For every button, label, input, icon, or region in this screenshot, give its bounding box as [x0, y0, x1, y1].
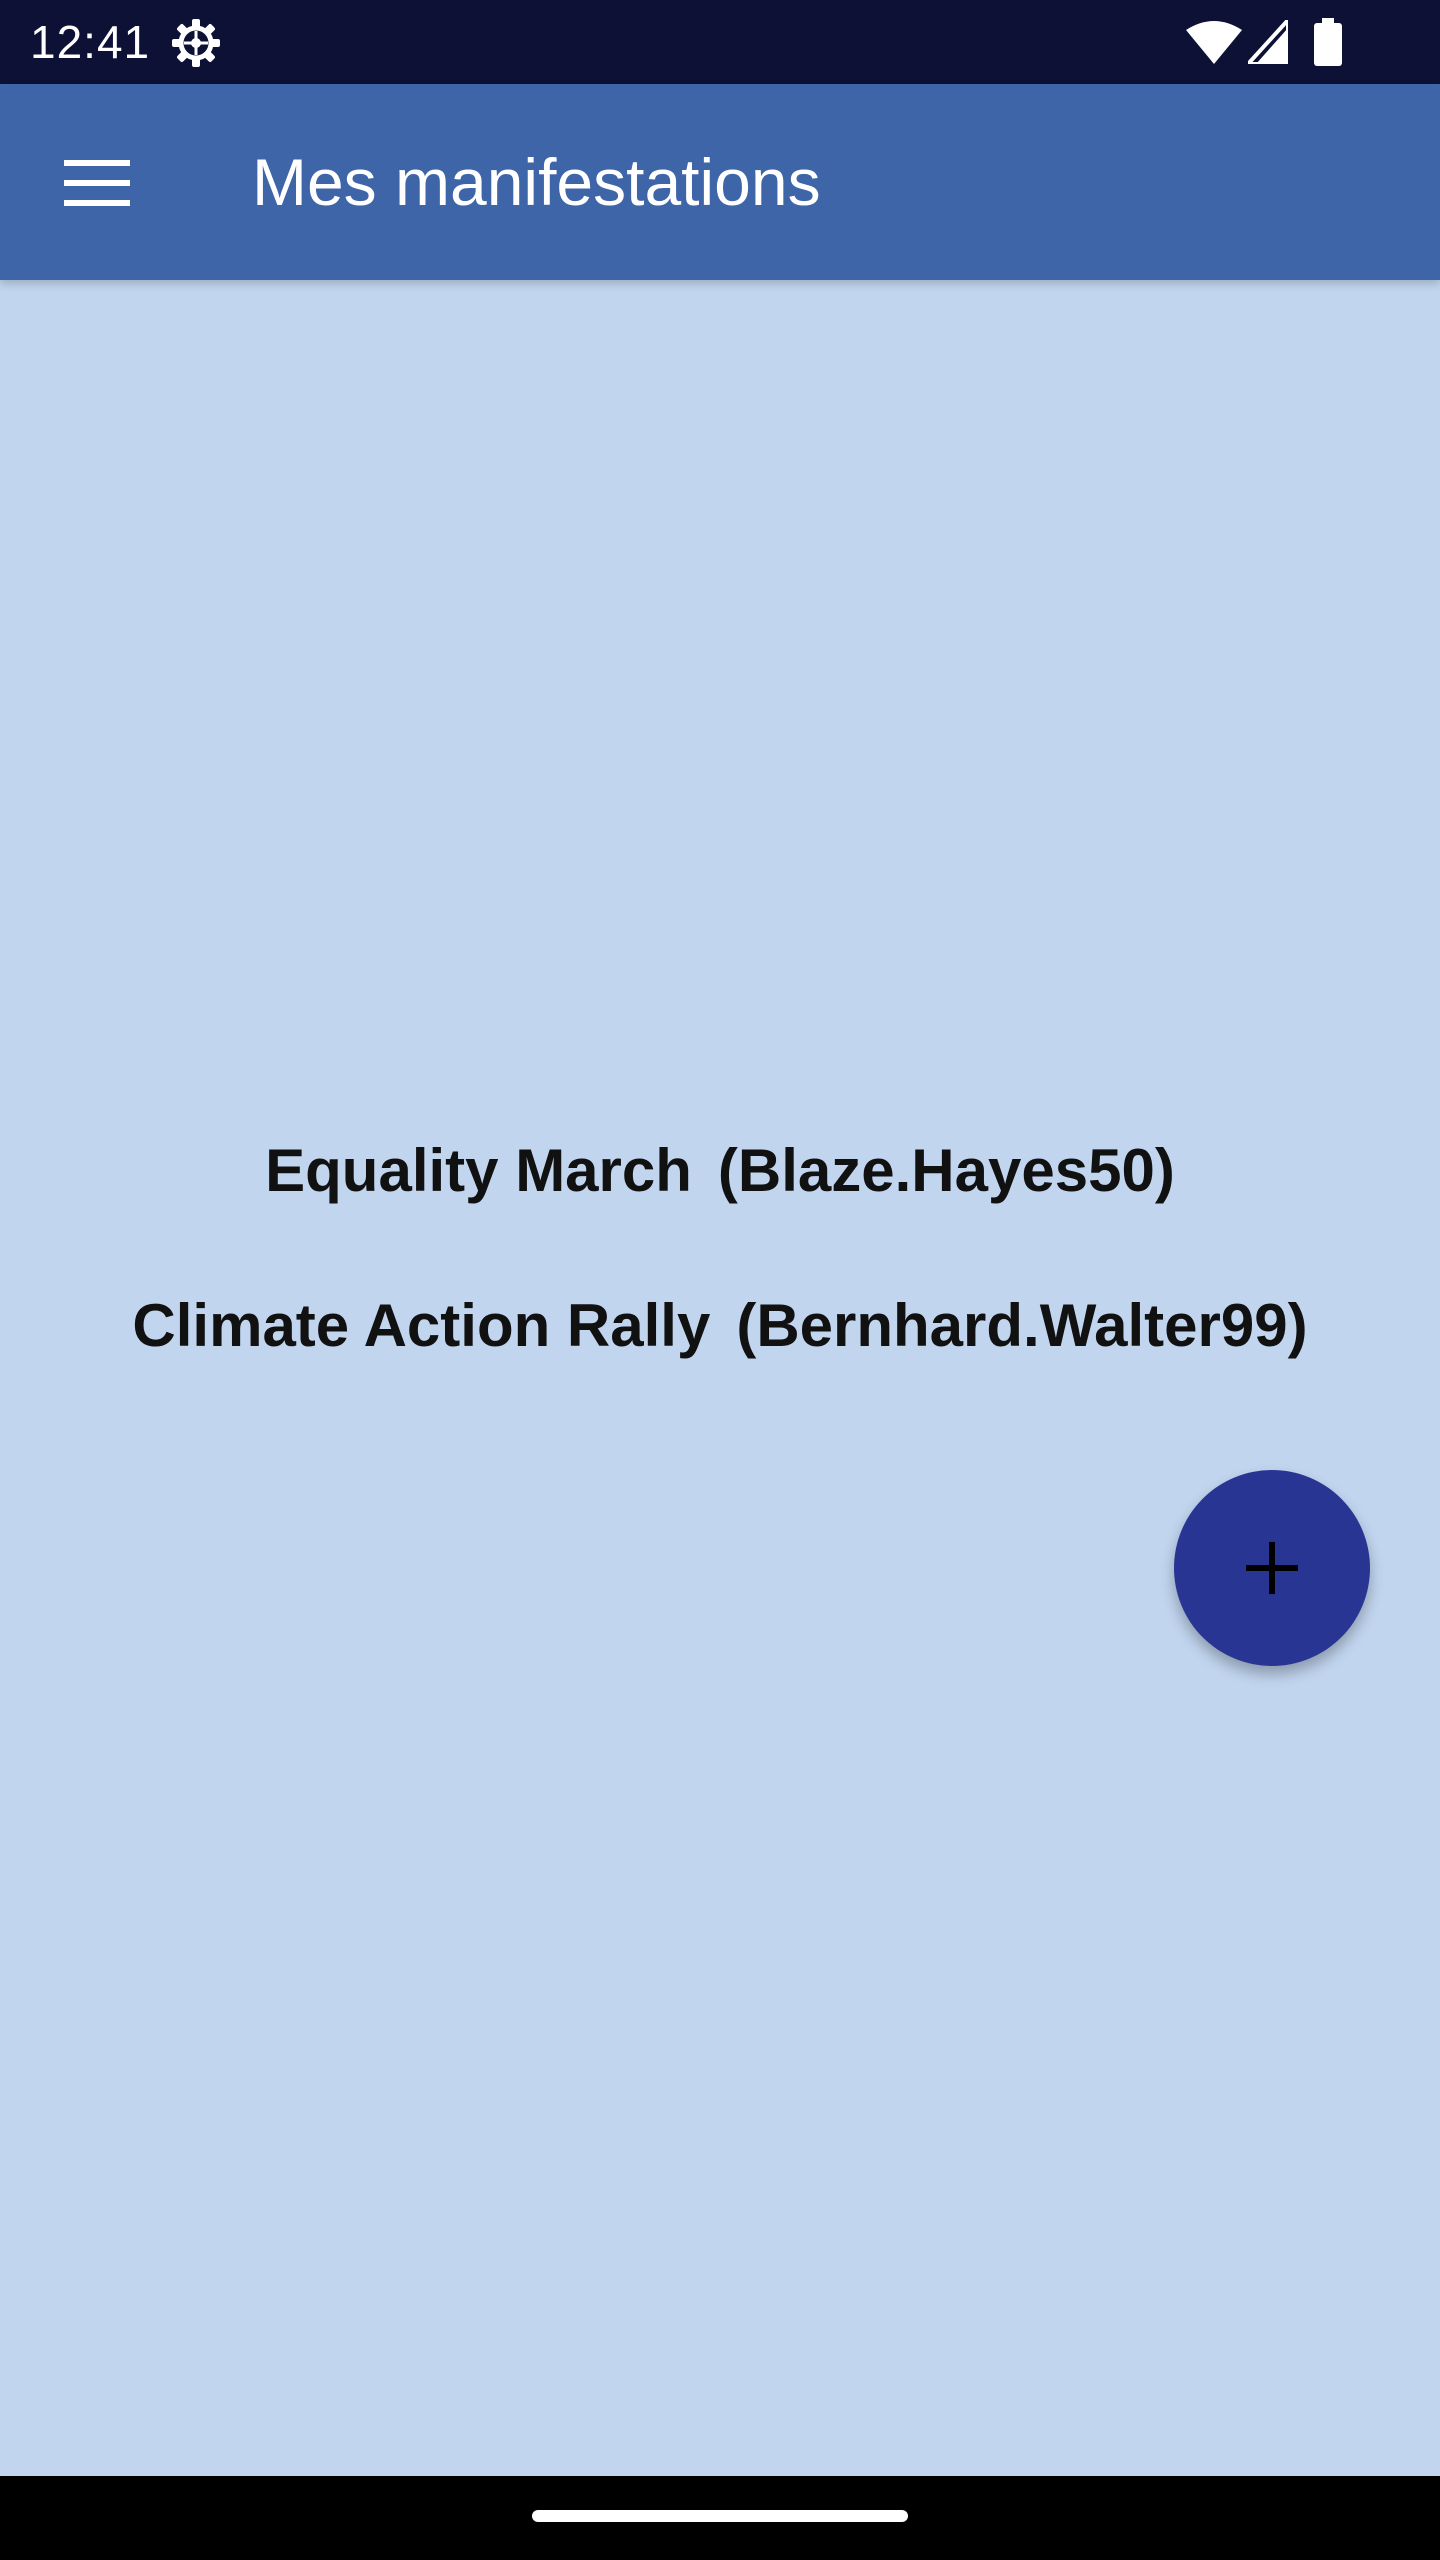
menu-icon: [64, 160, 130, 206]
plus-icon: [1246, 1542, 1298, 1594]
list-item-event[interactable]: Equality March (Blaze.Hayes50): [0, 1120, 1440, 1220]
event-organizer: (Bernhard.Walter99): [736, 1291, 1308, 1359]
wifi-icon: [1186, 20, 1242, 64]
event-name: Equality March: [265, 1136, 692, 1204]
status-bar: 12:41: [0, 0, 1440, 84]
status-time: 12:41: [30, 16, 151, 68]
app-bar: Mes manifestations: [0, 84, 1440, 280]
battery-icon: [1314, 18, 1342, 66]
menu-button[interactable]: [44, 132, 144, 232]
list-item-event[interactable]: Climate Action Rally (Bernhard.Walter99): [0, 1275, 1440, 1375]
navigation-bar: [0, 2476, 1440, 2560]
cell-signal-icon: [1246, 18, 1290, 66]
home-gesture-handle[interactable]: [532, 2510, 908, 2522]
event-name: Climate Action Rally: [132, 1291, 711, 1359]
settings-gear-icon: [170, 17, 222, 69]
add-event-button[interactable]: [1174, 1470, 1370, 1666]
page-title: Mes manifestations: [252, 145, 821, 219]
event-organizer: (Blaze.Hayes50): [717, 1136, 1175, 1204]
